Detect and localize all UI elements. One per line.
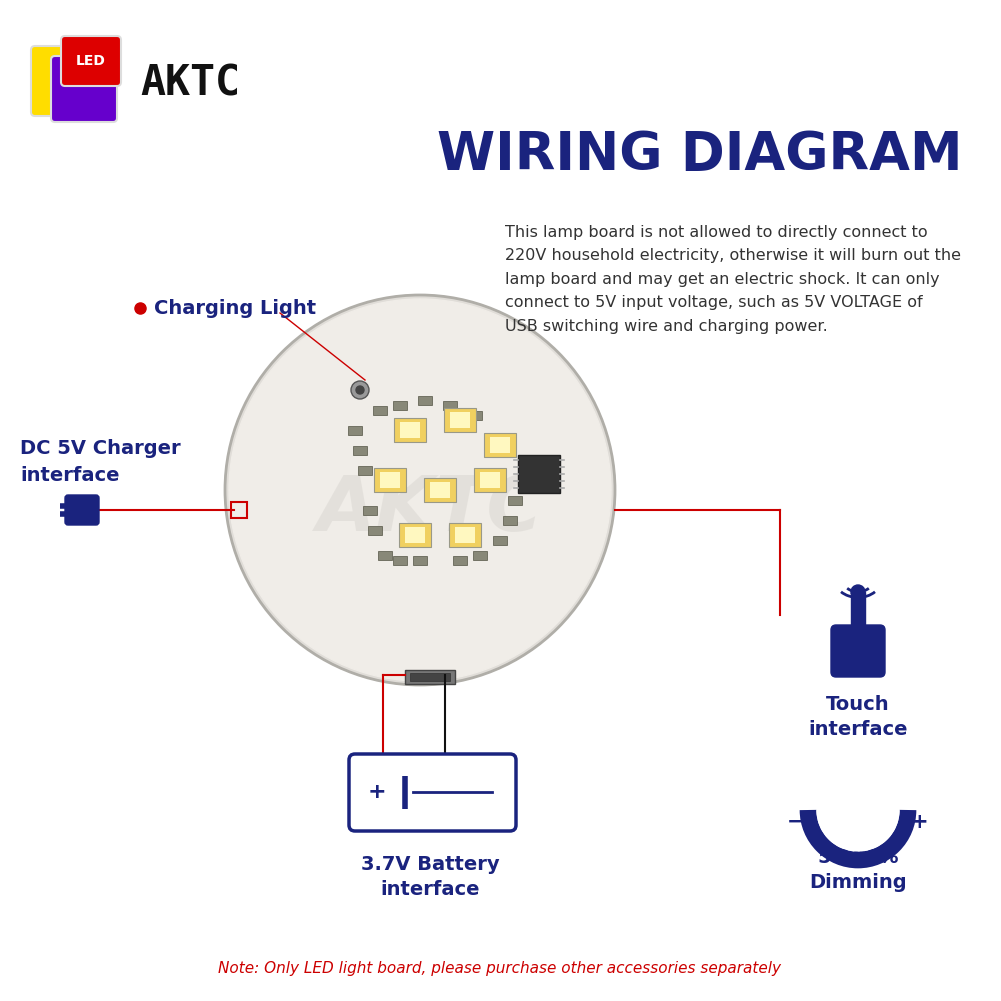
- Bar: [400, 422, 420, 438]
- Bar: [508, 496, 522, 505]
- Circle shape: [351, 381, 369, 399]
- Circle shape: [356, 386, 364, 394]
- Text: This lamp board is not allowed to directly connect to
220V household electricity: This lamp board is not allowed to direct…: [505, 225, 961, 333]
- Bar: [484, 433, 516, 457]
- Bar: [368, 526, 382, 535]
- Bar: [453, 556, 467, 565]
- FancyBboxPatch shape: [831, 625, 885, 677]
- Text: Touch
interface: Touch interface: [808, 695, 908, 739]
- Text: LED: LED: [76, 54, 106, 68]
- Bar: [348, 426, 362, 435]
- Bar: [444, 408, 476, 432]
- FancyBboxPatch shape: [61, 36, 121, 86]
- Bar: [410, 673, 450, 681]
- Text: Charging Light: Charging Light: [154, 298, 316, 317]
- Circle shape: [229, 299, 611, 681]
- Bar: [503, 516, 517, 525]
- Bar: [394, 418, 426, 442]
- Bar: [363, 506, 377, 515]
- Bar: [405, 670, 455, 684]
- Bar: [358, 466, 372, 475]
- Text: +: +: [911, 812, 929, 832]
- FancyBboxPatch shape: [51, 56, 117, 122]
- Text: DC 5V Charger
interface: DC 5V Charger interface: [20, 439, 180, 484]
- Bar: [430, 482, 450, 498]
- FancyBboxPatch shape: [65, 495, 99, 525]
- Text: 5-100%
Dimming: 5-100% Dimming: [809, 848, 907, 892]
- FancyBboxPatch shape: [31, 46, 101, 116]
- Bar: [353, 446, 367, 455]
- Bar: [380, 472, 400, 488]
- Text: AKTC: AKTC: [140, 62, 240, 104]
- Bar: [393, 401, 407, 410]
- Bar: [851, 592, 865, 634]
- Bar: [443, 401, 457, 410]
- Bar: [373, 406, 387, 415]
- Bar: [405, 527, 425, 543]
- Circle shape: [851, 585, 865, 599]
- Bar: [490, 437, 510, 453]
- FancyBboxPatch shape: [349, 754, 516, 831]
- Text: 3.7V Battery
interface: 3.7V Battery interface: [360, 855, 499, 899]
- Text: WIRING DIAGRAM: WIRING DIAGRAM: [437, 129, 963, 181]
- Bar: [468, 411, 482, 420]
- Bar: [399, 523, 431, 547]
- Bar: [413, 556, 427, 565]
- Bar: [473, 551, 487, 560]
- Text: AKTC: AKTC: [316, 473, 544, 547]
- Bar: [424, 478, 456, 502]
- Bar: [374, 468, 406, 492]
- Bar: [455, 527, 475, 543]
- Bar: [393, 556, 407, 565]
- Bar: [231, 502, 247, 518]
- Text: −: −: [787, 812, 805, 832]
- Bar: [378, 551, 392, 560]
- Bar: [449, 523, 481, 547]
- Bar: [418, 396, 432, 405]
- Text: +: +: [367, 782, 386, 802]
- Bar: [493, 536, 507, 545]
- Circle shape: [225, 295, 615, 685]
- Bar: [518, 455, 560, 493]
- Bar: [474, 468, 506, 492]
- Bar: [480, 472, 500, 488]
- Bar: [450, 412, 470, 428]
- Text: Note: Only LED light board, please purchase other accessories separately: Note: Only LED light board, please purch…: [218, 961, 782, 976]
